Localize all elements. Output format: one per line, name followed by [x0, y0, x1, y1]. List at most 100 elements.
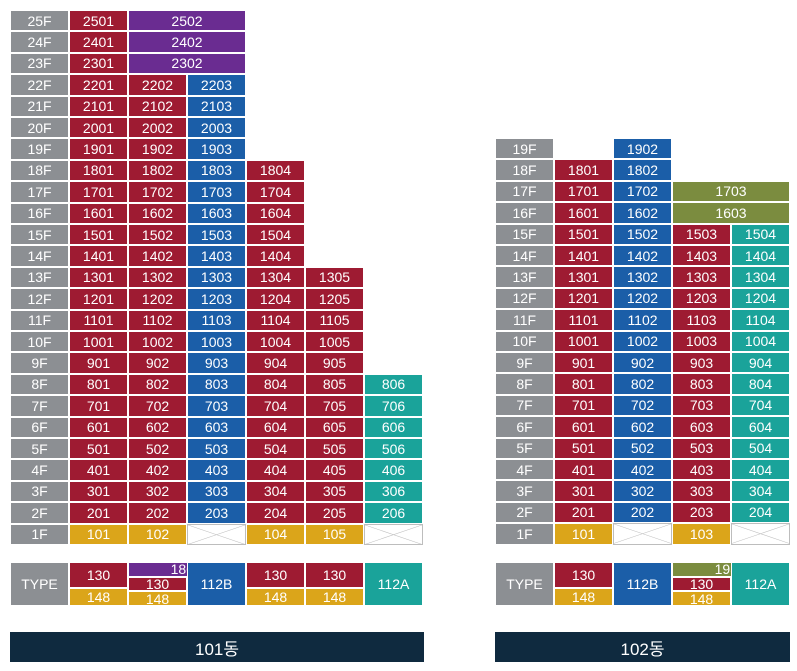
unit-cell: 504 — [246, 438, 305, 460]
unit-cell: 1402 — [128, 245, 187, 267]
floor-label: 2F — [495, 501, 554, 524]
unit-cell: 1302 — [128, 266, 187, 289]
floor-label: 13F — [10, 266, 69, 289]
empty-unit — [613, 523, 672, 545]
empty-unit — [731, 523, 790, 545]
unit-cell: 1105 — [305, 309, 364, 331]
unit-cell: 1204 — [246, 288, 305, 310]
unit-cell: 404 — [731, 459, 790, 481]
unit-cell: 204 — [731, 501, 790, 524]
unit-cell: 1503 — [672, 223, 731, 245]
unit-cell: 202 — [128, 502, 187, 524]
unit-cell: 601 — [69, 416, 128, 438]
unit-cell: 1603 — [672, 202, 790, 224]
unit-cell: 1604 — [246, 202, 305, 224]
unit-cell: 1002 — [128, 331, 187, 353]
unit-cell: 1803 — [187, 159, 246, 182]
legend-type-cell: 148 — [672, 591, 731, 606]
floor-label: 17F — [495, 180, 554, 203]
unit-cell: 102 — [128, 523, 187, 545]
floor-label: 14F — [10, 245, 69, 267]
unit-cell: 905 — [305, 352, 364, 374]
unit-cell: 203 — [672, 501, 731, 524]
unit-cell: 1305 — [305, 266, 364, 289]
unit-cell: 701 — [554, 394, 613, 417]
floor-label: 25F — [10, 10, 69, 32]
unit-cell: 306 — [364, 480, 423, 503]
unit-cell: 2402 — [128, 31, 246, 53]
unit-cell: 202 — [613, 501, 672, 524]
unit-cell: 1701 — [554, 180, 613, 203]
unit-cell: 2301 — [69, 52, 128, 75]
legend-type-cell: 148 — [554, 588, 613, 606]
unit-cell: 2103 — [187, 95, 246, 117]
floor-label: 9F — [495, 352, 554, 374]
floor-label: 15F — [495, 223, 554, 245]
unit-cell: 1304 — [246, 266, 305, 289]
unit-cell: 2001 — [69, 117, 128, 139]
unit-cell: 1804 — [246, 159, 305, 182]
unit-cell: 204 — [246, 502, 305, 524]
unit-cell: 1304 — [731, 266, 790, 288]
unit-cell: 804 — [731, 373, 790, 395]
unit-cell: 2201 — [69, 74, 128, 96]
unit-cell: 1401 — [69, 245, 128, 267]
floor-label: 18F — [495, 159, 554, 181]
unit-cell: 2203 — [187, 74, 246, 96]
unit-cell: 1005 — [305, 331, 364, 353]
unit-cell: 1401 — [554, 245, 613, 267]
unit-cell: 1004 — [731, 330, 790, 352]
unit-cell: 103 — [672, 523, 731, 545]
unit-cell: 803 — [187, 373, 246, 396]
unit-cell: 502 — [128, 438, 187, 460]
legend-type-cell: 130 — [305, 562, 364, 589]
floor-label: 1F — [495, 523, 554, 545]
floor-label: 8F — [10, 373, 69, 396]
unit-cell: 405 — [305, 459, 364, 481]
floor-label: 5F — [10, 438, 69, 460]
floor-label: 11F — [10, 309, 69, 331]
unit-cell: 1902 — [128, 138, 187, 160]
unit-cell: 802 — [613, 373, 672, 395]
unit-cell: 1003 — [187, 331, 246, 353]
unit-cell: 1302 — [613, 266, 672, 288]
unit-cell: 1504 — [731, 223, 790, 245]
unit-cell: 702 — [128, 395, 187, 417]
floor-label: 4F — [10, 459, 69, 481]
legend-type-cell: 130 — [554, 562, 613, 589]
floor-label: 2F — [10, 502, 69, 524]
unit-cell: 901 — [554, 352, 613, 374]
unit-cell: 603 — [187, 416, 246, 438]
unit-cell: 1602 — [128, 202, 187, 224]
unit-cell: 605 — [305, 416, 364, 438]
unit-cell: 705 — [305, 395, 364, 417]
unit-cell: 401 — [69, 459, 128, 481]
legend-type-cell: 112A — [364, 562, 423, 606]
unit-cell: 702 — [613, 394, 672, 417]
unit-cell: 1202 — [128, 288, 187, 310]
floor-label: 16F — [10, 202, 69, 224]
unit-cell: 206 — [364, 502, 423, 524]
legend-type-cell: 148 — [305, 588, 364, 606]
unit-cell: 1901 — [69, 138, 128, 160]
unit-cell: 1203 — [187, 288, 246, 310]
unit-cell: 302 — [613, 480, 672, 502]
floor-label: 14F — [495, 245, 554, 267]
unit-cell: 1103 — [672, 309, 731, 331]
unit-cell: 1802 — [613, 159, 672, 181]
unit-cell: 1002 — [613, 330, 672, 352]
unit-cell: 1502 — [613, 223, 672, 245]
unit-cell: 406 — [364, 459, 423, 481]
unit-cell: 1601 — [554, 202, 613, 224]
unit-cell: 305 — [305, 480, 364, 503]
unit-cell: 1402 — [613, 245, 672, 267]
legend-type-cell: 112B — [187, 562, 246, 606]
unit-cell: 603 — [672, 416, 731, 438]
unit-cell: 402 — [128, 459, 187, 481]
unit-cell: 1703 — [187, 181, 246, 203]
unit-cell: 1001 — [69, 331, 128, 353]
unit-cell: 806 — [364, 373, 423, 396]
floor-label: 3F — [10, 480, 69, 503]
unit-cell: 205 — [305, 502, 364, 524]
unit-cell: 606 — [364, 416, 423, 438]
